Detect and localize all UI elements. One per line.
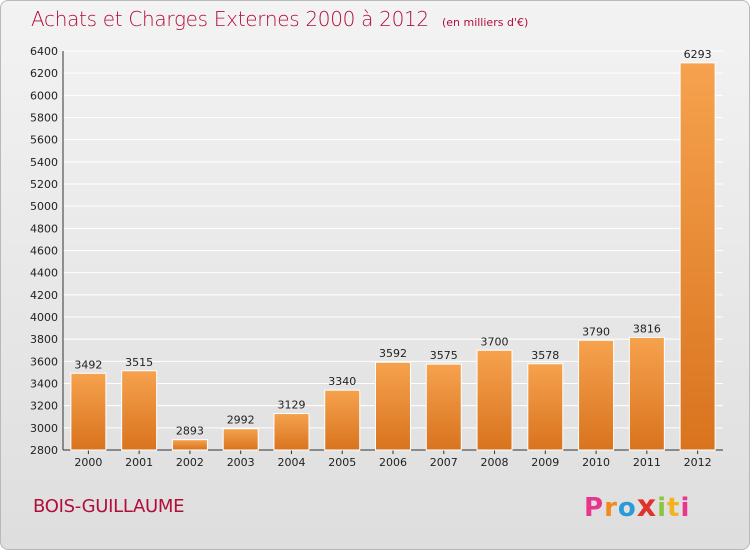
bar-2009 (527, 363, 564, 451)
x-tick-label: 2003 (227, 456, 255, 469)
bar-2000 (70, 372, 107, 451)
value-label: 2992 (227, 414, 255, 427)
y-tick-label: 5200 (30, 178, 58, 191)
x-tick-label: 2001 (125, 456, 153, 469)
y-tick-label: 4800 (30, 222, 58, 235)
y-tick-label: 3000 (30, 422, 58, 435)
value-label: 3700 (481, 335, 509, 348)
y-tick-label: 4600 (30, 245, 58, 258)
y-tick-label: 2800 (30, 444, 58, 457)
bar-2010 (578, 339, 615, 451)
x-tick-label: 2011 (633, 456, 661, 469)
value-label: 3129 (277, 399, 305, 412)
chart-unit: (en milliers d'€) (441, 16, 529, 29)
x-tick-label: 2009 (531, 456, 559, 469)
bar-2004 (273, 413, 310, 451)
x-tick-label: 2006 (379, 456, 407, 469)
bars (70, 62, 716, 451)
y-tick-label: 5600 (30, 134, 58, 147)
bar-2008 (476, 349, 513, 451)
x-tick-label: 2000 (74, 456, 102, 469)
bar-2003 (222, 428, 259, 451)
y-tick-label: 3200 (30, 400, 58, 413)
value-label: 3578 (531, 349, 559, 362)
x-tick-label: 2010 (582, 456, 610, 469)
value-labels: 3492 3515 2893 2992 3129 3340 3592 3575 3700 3578… (74, 48, 711, 438)
value-label: 3790 (582, 325, 610, 338)
chart-title-text: Achats et Charges Externes 2000 à 2012 (31, 7, 429, 31)
bar-2011 (628, 336, 665, 451)
value-label: 3575 (430, 349, 458, 362)
commune-name: BOIS-GUILLAUME (33, 496, 185, 517)
x-tick-label: 2004 (277, 456, 305, 469)
bar-2001 (121, 370, 158, 451)
value-label: 3515 (125, 356, 153, 369)
y-tick-labels: 2800 3000 3200 3400 3600 3800 4000 4200 4400 4600… (30, 45, 58, 457)
bar-2006 (375, 361, 411, 451)
x-tick-label: 2002 (176, 456, 204, 469)
logo-letter: i (680, 493, 691, 523)
x-tick-labels: 2000 2001 2002 2003 2004 2005 2006 2007 2008 2009… (74, 456, 711, 469)
y-tick-label: 5000 (30, 200, 58, 213)
y-tick-label: 3800 (30, 333, 58, 346)
y-tick-label: 6400 (30, 45, 58, 58)
y-tick-label: 3600 (30, 355, 58, 368)
x-tick-label: 2005 (328, 456, 356, 469)
bar-2012 (679, 62, 716, 451)
logo-letter: o (617, 493, 637, 523)
y-tick-label: 6000 (30, 89, 58, 102)
x-tick-label: 2007 (430, 456, 458, 469)
x-tick-label: 2008 (481, 456, 509, 469)
x-tick-label: 2012 (684, 456, 712, 469)
logo-letter: P (584, 493, 605, 523)
value-label: 2893 (176, 425, 204, 438)
y-tick-label: 5800 (30, 112, 58, 125)
y-tick-label: 4200 (30, 289, 58, 302)
logo-letter: x (636, 489, 658, 524)
y-tick-label: 6200 (30, 67, 58, 80)
value-label: 3340 (328, 375, 356, 388)
y-tick-label: 4000 (30, 311, 58, 324)
logo-letter: r (604, 493, 618, 523)
bar-2005 (324, 389, 361, 451)
value-label: 6293 (684, 48, 712, 61)
y-tick-label: 3400 (30, 378, 58, 391)
value-label: 3592 (379, 347, 407, 360)
bar-2007 (425, 363, 462, 451)
y-tick-label: 4400 (30, 267, 58, 280)
y-tick-label: 5400 (30, 156, 58, 169)
proxiti-logo: Proxiti (584, 489, 690, 524)
logo-letter: t (667, 493, 681, 523)
logo-letter: i (657, 493, 668, 523)
value-label: 3492 (74, 358, 102, 371)
bar-2002 (171, 439, 208, 451)
value-label: 3816 (633, 322, 661, 335)
chart-title: Achats et Charges Externes 2000 à 2012 (… (31, 7, 528, 31)
